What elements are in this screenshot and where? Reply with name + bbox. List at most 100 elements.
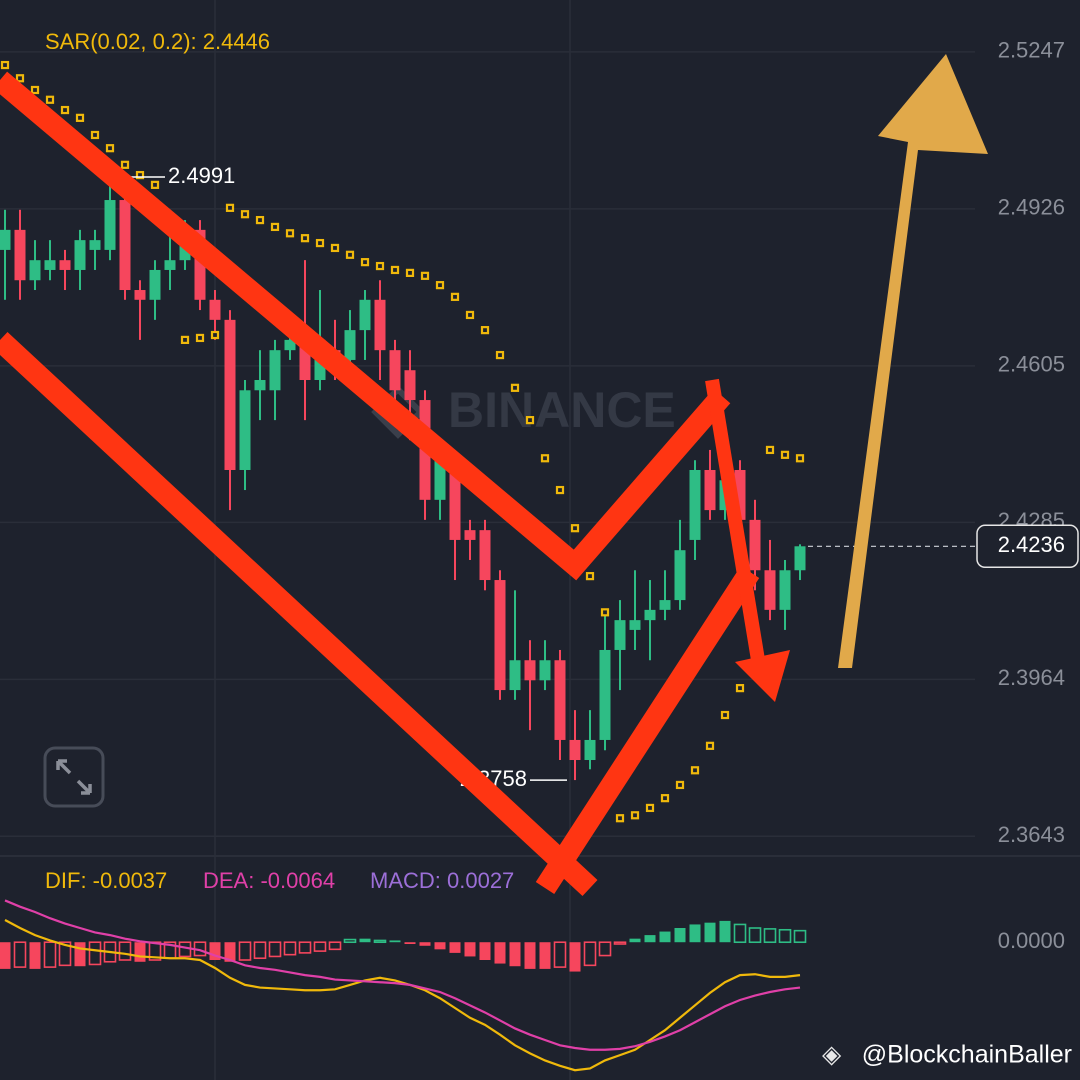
macd-bar bbox=[328, 941, 342, 951]
macd-bar bbox=[553, 941, 567, 968]
sar-dot bbox=[135, 170, 145, 180]
candle-body bbox=[584, 739, 596, 761]
macd-bar bbox=[238, 941, 252, 961]
candle-body bbox=[194, 229, 206, 300]
candle-body bbox=[659, 600, 671, 610]
zoom-button[interactable] bbox=[43, 746, 105, 808]
last-price-label: 2.4236 bbox=[998, 532, 1065, 557]
sar-dot bbox=[60, 105, 70, 115]
sar-dot bbox=[735, 684, 745, 693]
macd-bar bbox=[629, 938, 641, 943]
macd-bar bbox=[74, 942, 86, 967]
candle-body bbox=[14, 229, 26, 281]
candle-body bbox=[74, 240, 86, 270]
sar-dot bbox=[255, 215, 265, 225]
candle-body bbox=[374, 299, 386, 351]
sar-dot bbox=[285, 229, 295, 238]
sar-dot bbox=[240, 210, 250, 219]
macd-bar bbox=[29, 942, 41, 969]
candle-body bbox=[494, 580, 506, 691]
macd-bar bbox=[733, 923, 747, 944]
sar-dot bbox=[600, 608, 610, 617]
y-tick-label: 2.3643 bbox=[998, 822, 1065, 847]
sar-dot bbox=[0, 60, 10, 70]
candle-body bbox=[44, 260, 56, 270]
sar-dot bbox=[555, 485, 565, 495]
sar-dot bbox=[495, 350, 505, 360]
zoom-box[interactable] bbox=[43, 746, 105, 808]
candle-body bbox=[464, 530, 476, 540]
sar-dot bbox=[270, 222, 280, 232]
candle-body bbox=[119, 200, 131, 291]
watermark-text: BINANCE bbox=[448, 382, 676, 438]
macd-bar bbox=[494, 942, 506, 964]
candle-body bbox=[0, 229, 11, 250]
candle-body bbox=[404, 370, 416, 401]
candle-body bbox=[764, 570, 776, 610]
macd-bar bbox=[524, 942, 536, 969]
candle-body bbox=[509, 660, 521, 691]
sar-dot bbox=[585, 572, 595, 581]
macd-bar bbox=[209, 942, 221, 960]
macd-bar bbox=[58, 941, 72, 967]
credit: @BlockchainBaller bbox=[862, 1041, 1072, 1069]
sar-dot bbox=[300, 234, 310, 243]
macd-bar bbox=[659, 931, 671, 943]
macd-bar bbox=[479, 942, 491, 960]
sar-dot bbox=[615, 814, 625, 823]
candle-body bbox=[269, 350, 281, 391]
macd-bar bbox=[13, 941, 27, 968]
sar-dot bbox=[195, 333, 205, 343]
macd-bar bbox=[778, 928, 792, 944]
macd-bar bbox=[464, 942, 476, 957]
sar-dot bbox=[450, 292, 460, 301]
macd-bar bbox=[539, 942, 551, 969]
macd-bar bbox=[689, 924, 701, 943]
candle-body bbox=[644, 609, 656, 621]
sar-dot bbox=[720, 710, 730, 720]
legend-entry: DEA: -0.0064 bbox=[203, 868, 335, 893]
macd-bar bbox=[598, 941, 612, 957]
candle-body bbox=[599, 649, 611, 740]
macd-bar bbox=[343, 938, 357, 944]
macd-bar bbox=[704, 922, 716, 943]
red-arrow-shaft bbox=[705, 378, 765, 662]
sar-dot bbox=[690, 766, 700, 775]
candle-body bbox=[359, 299, 371, 331]
sar-dot bbox=[435, 281, 445, 290]
y-tick-label: 2.4605 bbox=[998, 352, 1065, 377]
legend-entry: DIF: -0.0037 bbox=[45, 868, 167, 893]
macd-panel: 0.0000 DIF: -0.0037 DEA: -0.0064 MACD: 0.00… bbox=[0, 868, 1065, 1072]
macd-bar bbox=[434, 942, 446, 950]
candle-body bbox=[29, 260, 41, 281]
high-label: 2.4991 bbox=[168, 163, 235, 188]
sar-dot bbox=[105, 144, 115, 153]
y-tick-label: 2.5247 bbox=[998, 38, 1065, 63]
sar-dot bbox=[525, 416, 535, 425]
macd-bar bbox=[449, 942, 461, 953]
macd-bar bbox=[43, 941, 57, 968]
candle-body bbox=[299, 339, 311, 381]
candle-body bbox=[224, 319, 236, 470]
macd-bar bbox=[224, 942, 236, 962]
macd-bar bbox=[763, 928, 777, 944]
macd-bar bbox=[613, 941, 627, 945]
macd-bar bbox=[509, 942, 521, 967]
sar-dot bbox=[645, 803, 655, 813]
sar-dot bbox=[360, 258, 370, 267]
logo-mark: ◈ bbox=[822, 1041, 842, 1069]
macd-bar bbox=[88, 941, 102, 966]
candle-body bbox=[704, 469, 716, 511]
sar-dot bbox=[180, 335, 190, 345]
candle-body bbox=[89, 240, 101, 250]
sar-dot bbox=[660, 794, 670, 803]
sar-dot bbox=[120, 160, 130, 169]
candle-body bbox=[554, 660, 566, 740]
candle-body bbox=[209, 299, 221, 320]
red-channel-line bbox=[0, 331, 760, 897]
macd-line bbox=[4, 919, 801, 1072]
candle-body bbox=[569, 739, 581, 761]
candle-body bbox=[344, 330, 356, 360]
sar-dot bbox=[675, 780, 685, 790]
